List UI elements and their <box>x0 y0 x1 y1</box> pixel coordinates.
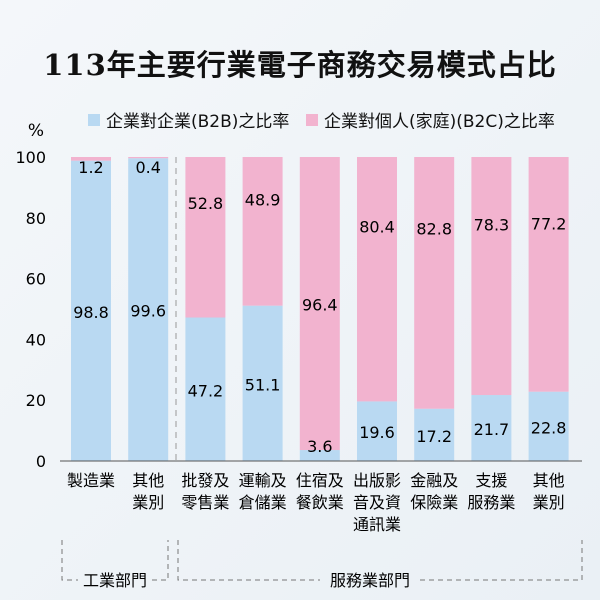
x-tick-label: 批發及 <box>181 471 229 490</box>
x-tick-label: 服務業 <box>467 493 515 512</box>
y-tick-label: 100 <box>15 148 46 167</box>
group-label: 服務業部門 <box>330 571 410 590</box>
data-label-b2c: 80.4 <box>359 217 395 236</box>
data-label-b2b: 99.6 <box>130 302 166 321</box>
x-tick-label: 倉儲業 <box>239 493 287 512</box>
x-tick-label: 支援 <box>475 471 507 490</box>
data-label-b2b: 51.1 <box>245 375 281 394</box>
data-label-b2c: 52.8 <box>188 194 224 213</box>
data-label-b2c: 78.3 <box>474 216 510 235</box>
y-tick-label: 20 <box>26 391 46 410</box>
data-label-b2c: 82.8 <box>416 219 452 238</box>
y-tick-label: 80 <box>26 209 46 228</box>
data-label-b2c: 96.4 <box>302 296 338 315</box>
bar-b2c <box>71 157 111 161</box>
legend-swatch-b2c <box>306 113 318 126</box>
bar-b2b <box>242 305 283 461</box>
data-label-b2c: 77.2 <box>531 215 567 234</box>
bar-b2b <box>414 408 455 461</box>
bar-b2b <box>128 158 169 461</box>
legend-item-b2b: 企業對企業(B2B)之比率 <box>88 107 289 132</box>
y-tick-label: 0 <box>36 452 46 471</box>
x-tick-label: 餐飲業 <box>296 493 344 512</box>
group-bracket-service <box>177 540 583 581</box>
data-label-b2b: 98.8 <box>73 303 109 322</box>
data-label-b2c: 0.4 <box>135 158 160 177</box>
x-tick-label: 通訊業 <box>353 515 401 534</box>
group-label: 工業部門 <box>83 571 147 590</box>
data-label-b2b: 21.7 <box>474 420 510 439</box>
x-tick-label: 零售業 <box>181 493 229 512</box>
x-tick-label: 業別 <box>132 493 164 512</box>
data-label-b2b: 19.6 <box>359 423 395 442</box>
legend-item-b2c: 企業對個人(家庭)(B2C)之比率 <box>306 107 555 132</box>
group-bracket-industry <box>61 540 169 581</box>
y-axis-label: % <box>28 121 44 141</box>
x-tick-label: 住宿及 <box>296 471 344 490</box>
bar-b2b <box>299 450 340 461</box>
bar-b2c <box>357 157 397 402</box>
bar-b2c <box>128 157 169 159</box>
data-label-b2b: 17.2 <box>416 427 452 446</box>
data-label-b2c: 1.2 <box>78 158 103 177</box>
legend-label-b2c: 企業對個人(家庭)(B2C)之比率 <box>324 112 555 132</box>
bar-b2b <box>185 317 226 461</box>
y-tick-label: 60 <box>26 270 46 289</box>
bar-b2c <box>414 157 455 409</box>
x-tick-label: 業別 <box>533 493 565 512</box>
y-tick-label: 40 <box>26 330 46 349</box>
bar-b2c <box>299 157 340 451</box>
data-label-b2c: 48.9 <box>245 191 281 210</box>
x-tick-label: 保險業 <box>410 493 458 512</box>
data-label-b2b: 22.8 <box>531 418 567 437</box>
bar-b2c <box>242 157 283 306</box>
bar-b2b <box>471 395 512 461</box>
bar-b2b <box>71 160 111 461</box>
x-tick-label: 其他 <box>533 471 565 490</box>
x-tick-label: 其他 <box>132 471 164 490</box>
x-tick-label: 製造業 <box>67 471 115 490</box>
data-label-b2b: 47.2 <box>188 381 224 400</box>
data-label-b2b: 3.6 <box>307 437 332 456</box>
bar-b2b <box>528 391 569 461</box>
x-tick-label: 出版影 <box>353 471 401 490</box>
x-tick-label: 音及資 <box>353 493 401 512</box>
bar-b2c <box>471 157 512 396</box>
chart-title: 113年主要行業電子商務交易模式占比 <box>43 48 557 82</box>
bar-b2c <box>528 157 569 392</box>
bar-b2b <box>357 401 397 461</box>
bar-b2c <box>185 157 226 318</box>
x-tick-label: 金融及 <box>410 471 458 490</box>
legend-swatch-b2b <box>88 113 100 126</box>
x-tick-label: 運輸及 <box>239 471 287 490</box>
legend-label-b2b: 企業對企業(B2B)之比率 <box>106 112 290 132</box>
